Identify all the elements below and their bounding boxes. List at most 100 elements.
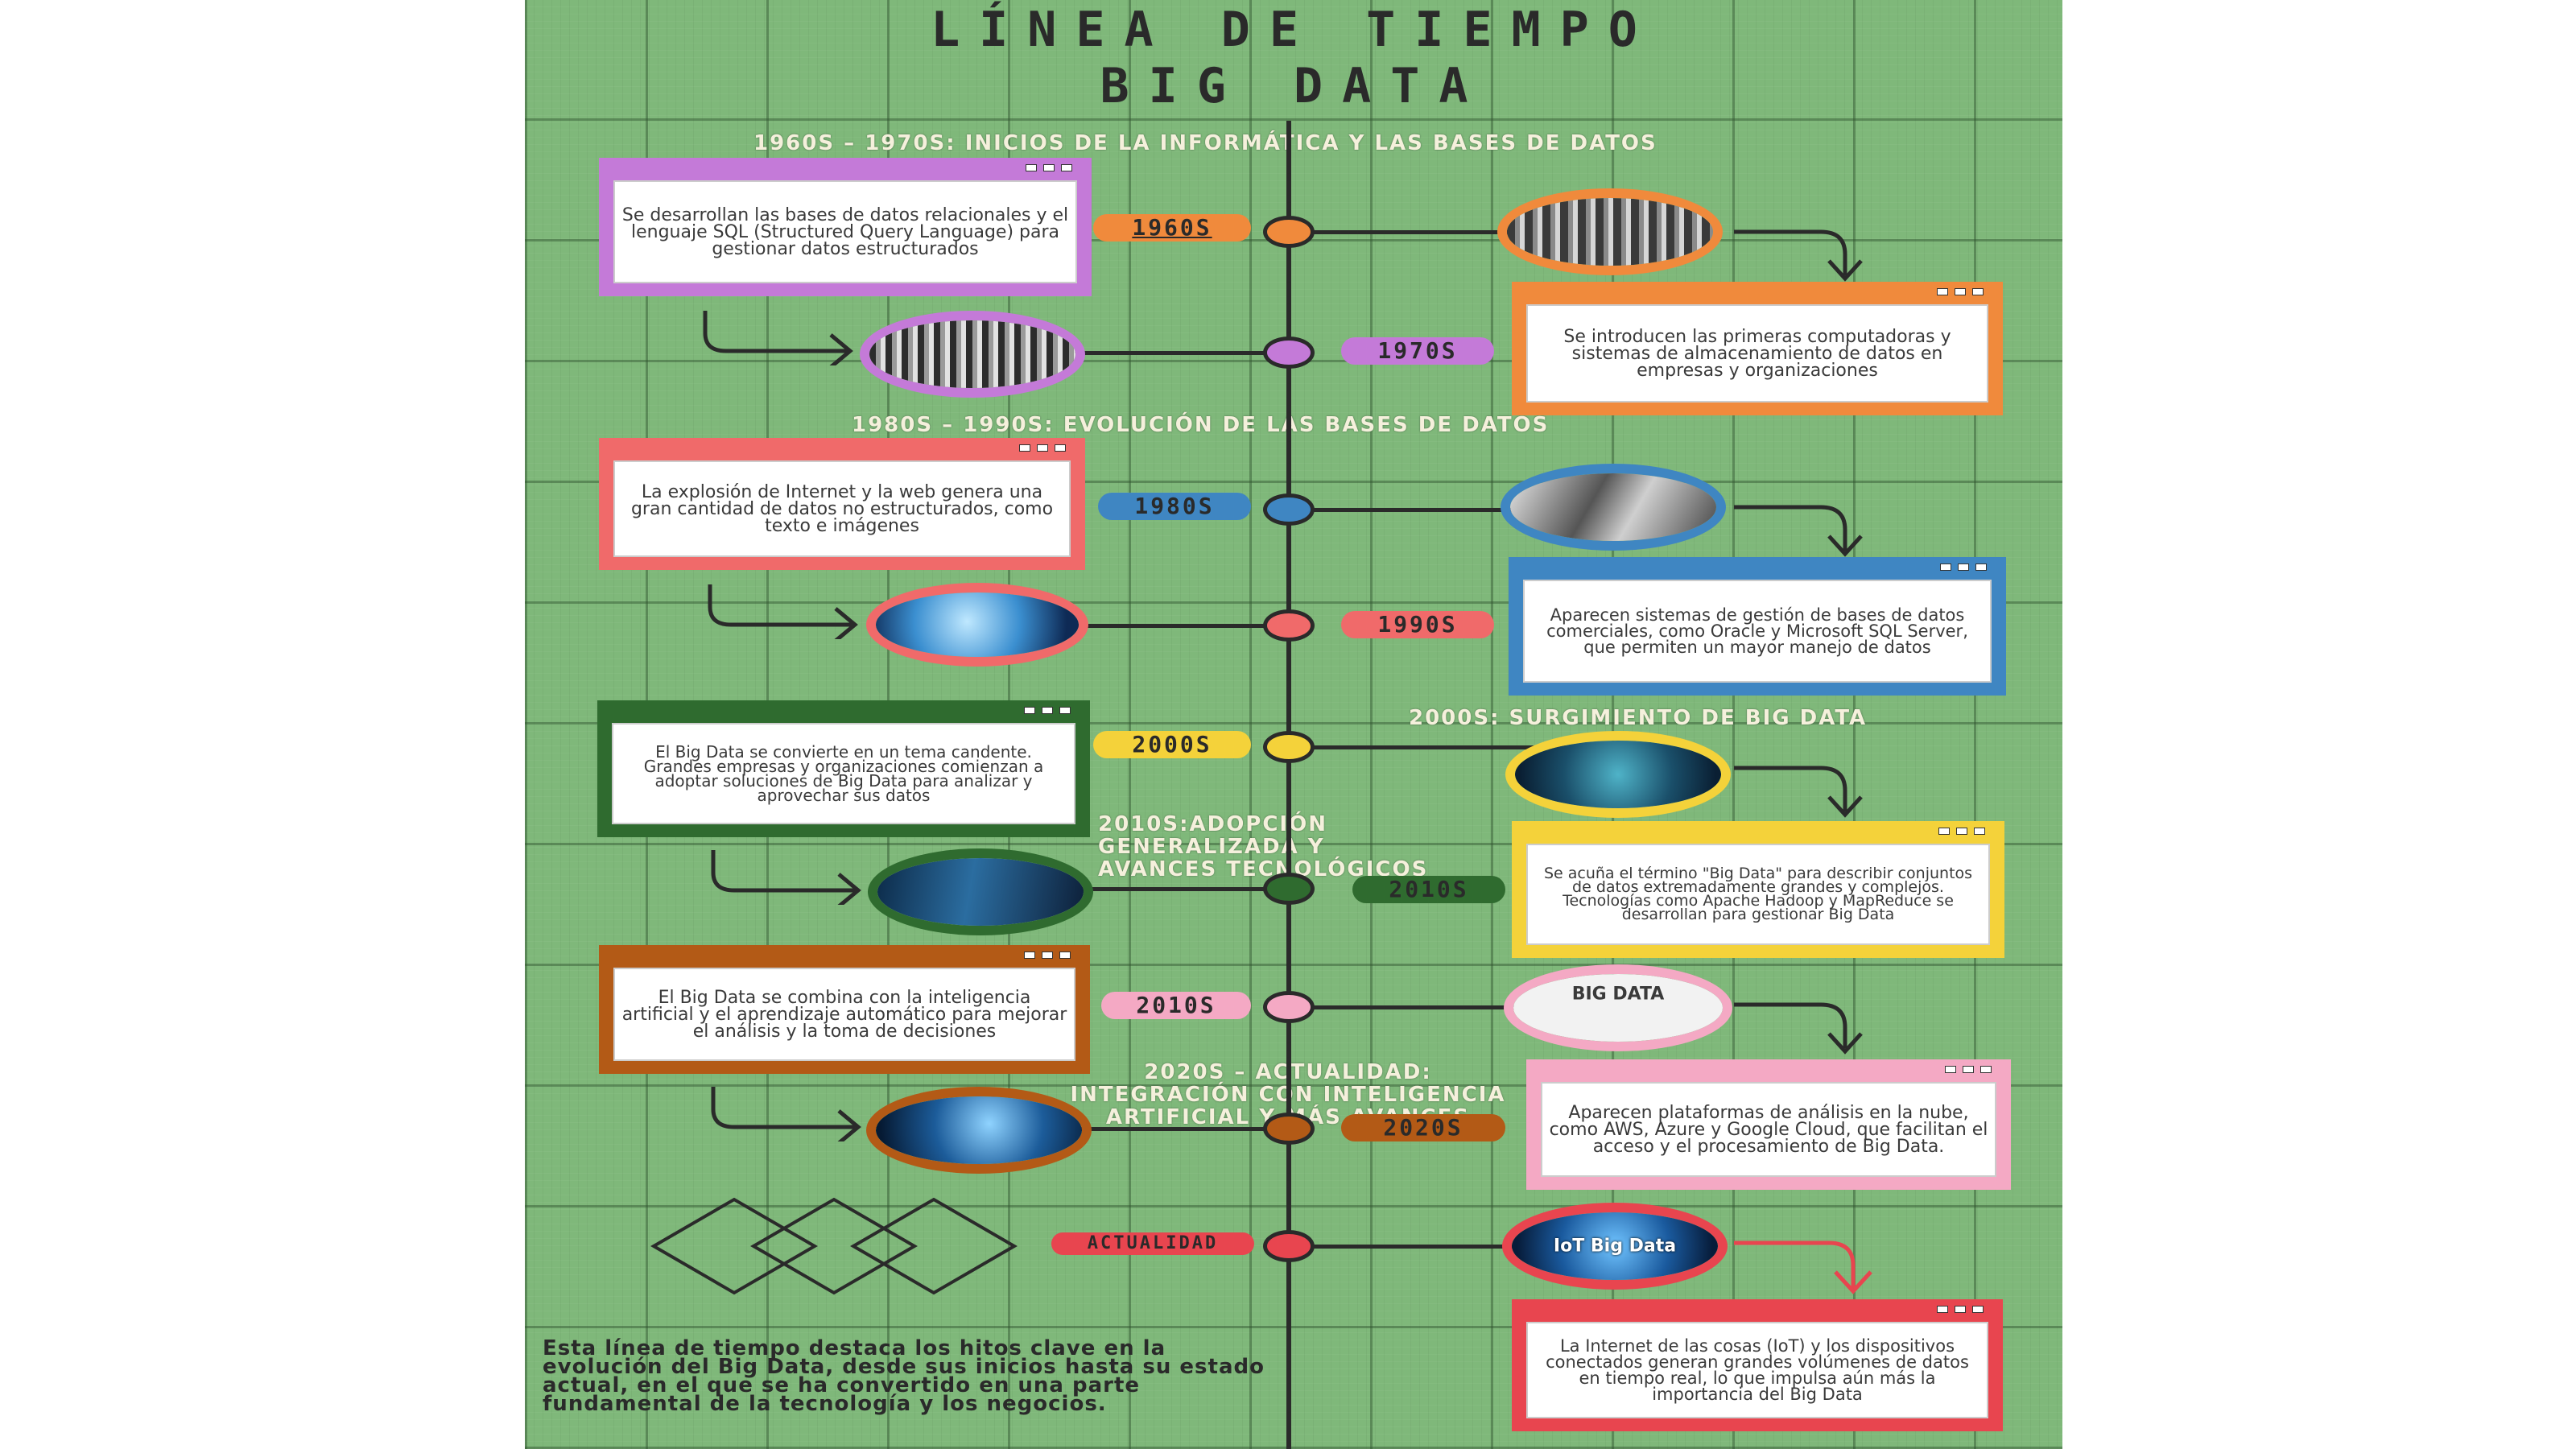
tag-2020s: 2020S [1341,1114,1505,1141]
data-analyst-image [877,858,1084,926]
photo-1980s [1501,464,1726,551]
card-2010s-b: El Big Data se combina con la inteligenc… [599,945,1090,1074]
close-icon [1061,164,1072,171]
dot-2020s [1263,1113,1315,1145]
tag-actualidad-label: ACTUALIDAD [1087,1233,1219,1253]
tag-1980s-label: 1980S [1134,493,1215,519]
dot-2010s-b [1263,991,1315,1023]
card-1970s: Se introducen las primeras computadoras … [1512,282,2003,415]
footer-summary: Esta línea de tiempo destaca los hitos c… [543,1336,1265,1416]
arrow-2020s [711,1087,861,1141]
card-window-bar [604,163,1087,174]
maximize-icon [1955,288,1966,295]
tag-2000s-label: 2000S [1132,731,1212,758]
section-2010s: 2010S:ADOPCIÓN GENERALIZADA Y AVANCES TE… [1098,813,1428,881]
card-1960s: Se desarrollan las bases de datos relaci… [599,158,1092,296]
card-window-bar [1517,1304,1998,1315]
photo-2000s [1505,731,1731,818]
arrow-1990s [708,584,858,639]
minimize-icon [1024,952,1035,959]
arrow-actualidad [1734,1241,1872,1294]
maximize-icon [1042,952,1053,959]
photo-2010s-b: BIG DATA [1504,964,1732,1051]
close-icon [1972,1306,1984,1313]
tag-1970s-label: 1970S [1377,337,1458,364]
card-2010s-a-text: Se acuña el término "Big Data" para desc… [1526,844,1990,945]
arrow-1970s [703,311,853,365]
card-2000s-text: El Big Data se convierte en un tema cand… [612,723,1075,824]
photo-1970s [860,311,1085,398]
photo-1990s [866,583,1088,667]
big-data-diagram-image [1513,974,1723,1042]
connector-2000s [1282,745,1652,749]
section-1980s-1990s: 1980S – 1990S: EVOLUCIÓN DE LAS BASES DE… [852,413,1550,437]
close-icon [1974,828,1985,835]
network-globe-image [876,592,1079,657]
arrow-1980s [1734,505,1863,557]
card-window-bar [1517,826,2000,837]
tag-1990s-label: 1990S [1377,611,1458,638]
section-2010s-line-1: 2010S:ADOPCIÓN [1098,812,1327,836]
card-1980s-text: La explosión de Internet y la web genera… [613,460,1071,557]
connector-2020s [1008,1127,1290,1131]
photo-2020s [866,1087,1092,1174]
connector-actualidad [1282,1245,1652,1249]
dot-actualidad [1263,1230,1315,1262]
maximize-icon [1042,707,1053,714]
photo-actualidad: IoT Big Data [1502,1203,1728,1290]
card-window-bar [1513,562,2001,573]
close-icon [1055,444,1066,452]
minimize-icon [1024,707,1035,714]
tag-actualidad: ACTUALIDAD [1051,1232,1254,1255]
close-icon [1980,1066,1992,1073]
decorative-diamonds-icon [650,1197,1018,1295]
connector-1970s [992,351,1290,355]
close-icon [1059,707,1071,714]
title-line-2: BIG DATA [1100,58,1488,114]
tag-1990s: 1990S [1341,611,1494,638]
connector-2010s-a [1008,887,1290,891]
maximize-icon [1037,444,1048,452]
card-2020s-text: Aparecen plataformas de análisis en la n… [1541,1082,1996,1177]
iot-network-image [1512,1212,1718,1280]
maximize-icon [1043,164,1055,171]
tag-1960s: 1960S [1093,214,1251,242]
iot-big-data-label: IoT Big Data [1553,1236,1677,1257]
tag-2010s-a-label: 2010S [1389,876,1469,902]
card-window-bar [1517,287,1998,298]
big-data-diagram-label: BIG DATA [1571,984,1665,1005]
connector-1980s [1282,508,1652,512]
card-1960s-text: Se desarrollan las bases de datos relaci… [613,180,1077,283]
arrow-2000s [1734,766,1863,818]
dot-2010s-a [1263,873,1315,905]
dot-1990s [1263,609,1315,642]
minimize-icon [1940,564,1951,571]
card-2010s-a: Se acuña el término "Big Data" para desc… [1512,821,2004,958]
tag-1970s: 1970S [1341,337,1494,365]
big-data-hologram-image [1515,741,1721,808]
card-actualidad-text: La Internet de las cosas (IoT) y los dis… [1526,1322,1988,1418]
timeline-spine [1286,121,1291,1449]
dot-2000s [1263,731,1315,763]
card-1990s-text: Aparecen sistemas de gestión de bases de… [1523,580,1992,683]
card-1990s: Aparecen sistemas de gestión de bases de… [1509,557,2006,696]
minimize-icon [1938,828,1950,835]
connector-1960s [1282,230,1652,234]
timeline-poster: LÍNEA DE TIEMPO BIG DATA 1960S – 1970S: … [525,0,2062,1449]
photo-2010s-a [868,848,1093,935]
photo-1960s [1497,188,1723,275]
card-2020s: Aparecen plataformas de análisis en la n… [1526,1059,2011,1190]
early-computing-image [1510,473,1716,541]
dot-1960s [1263,216,1315,248]
card-1970s-text: Se introducen las primeras computadoras … [1526,304,1988,402]
maximize-icon [1958,564,1969,571]
title-line-1: LÍNEA DE TIEMPO [931,2,1657,58]
tag-2010s-a: 2010S [1352,876,1505,903]
tag-2010s-b: 2010S [1101,992,1251,1019]
tag-2010s-b-label: 2010S [1136,992,1216,1018]
tag-2020s-label: 2020S [1383,1114,1463,1141]
card-2000s: El Big Data se convierte en un tema cand… [597,700,1090,837]
ai-brain-image [876,1096,1082,1164]
minimize-icon [1937,288,1948,295]
close-icon [1059,952,1071,959]
